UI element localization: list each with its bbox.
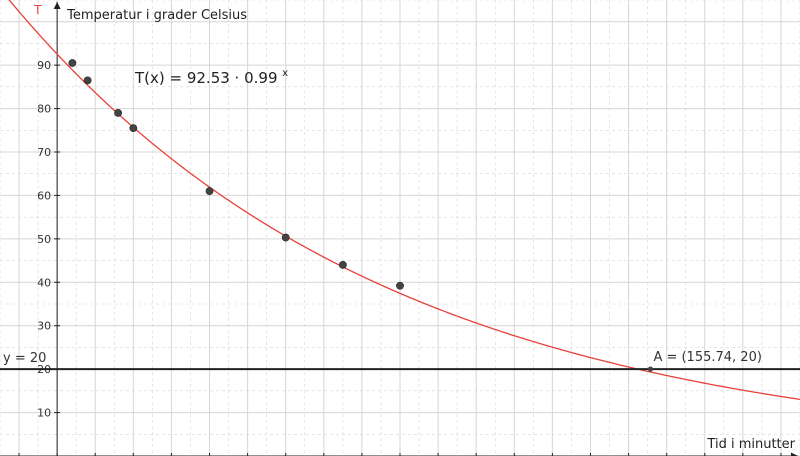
formula-text: T(x) = 92.53 · 0.99 bbox=[134, 69, 278, 87]
data-points bbox=[68, 59, 654, 372]
data-point bbox=[338, 261, 347, 269]
data-point bbox=[114, 109, 122, 117]
y-tick-label: 40 bbox=[37, 276, 51, 289]
data-point bbox=[396, 281, 404, 290]
y-tick-label: 80 bbox=[37, 103, 51, 116]
data-point bbox=[281, 233, 290, 242]
y-axis-arrow bbox=[53, 2, 61, 9]
y-axis-label: Temperatur i grader Celsius bbox=[66, 8, 247, 23]
intersection-label: A = (155.74, 20) bbox=[653, 350, 762, 365]
function-formula: T(x) = 92.53 · 0.99 x bbox=[134, 68, 288, 87]
data-point bbox=[83, 76, 92, 85]
y-tick-label: 90 bbox=[37, 59, 51, 72]
y-tick-label: 60 bbox=[37, 189, 51, 202]
x-axis-arrow bbox=[791, 452, 798, 456]
y-tick-label: 10 bbox=[37, 407, 51, 420]
y-tick-label: 30 bbox=[37, 320, 51, 333]
formula-exponent: x bbox=[282, 68, 288, 79]
y-tick-label: 50 bbox=[37, 233, 51, 246]
x-axis-label: Tid i minutter bbox=[706, 437, 795, 452]
data-point bbox=[129, 124, 138, 133]
intersection-point bbox=[647, 366, 654, 372]
y-tick-label: 70 bbox=[37, 146, 51, 159]
data-point bbox=[205, 187, 214, 195]
data-point bbox=[68, 59, 77, 67]
horizontal-line-label: y = 20 bbox=[3, 351, 46, 366]
tick-labels: -100102030405060708090100110120130140150… bbox=[18, 59, 782, 456]
function-name-label: T bbox=[33, 3, 42, 17]
